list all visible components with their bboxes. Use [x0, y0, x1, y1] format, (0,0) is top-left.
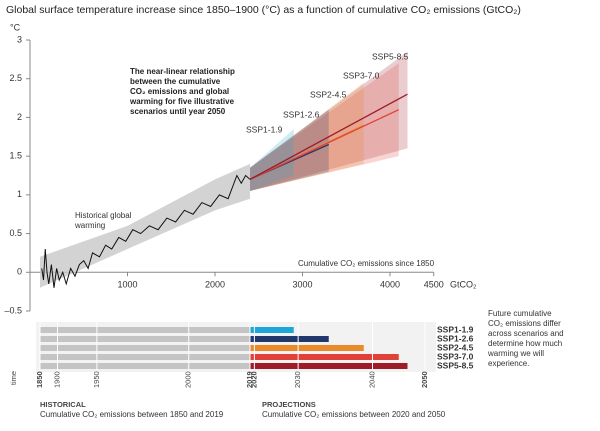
scenario-label: SSP1-1.9	[246, 124, 283, 134]
historical-caption: Cumulative CO₂ emissions between 1850 an…	[40, 410, 224, 419]
historical-range	[40, 163, 250, 288]
historical-bar	[40, 327, 250, 333]
projections-heading: PROJECTIONS	[262, 400, 316, 409]
scenario-label: SSP1-2.6	[283, 109, 320, 119]
legend-label: SSP1-1.9	[437, 324, 474, 334]
side-note: across scenarios and	[488, 329, 564, 338]
scenario-range	[250, 129, 294, 191]
chart-title: Global surface temperature increase sinc…	[6, 4, 521, 16]
historical-bar	[40, 354, 250, 360]
legend-label: SSP3-7.0	[437, 351, 474, 361]
scenario-label: SSP2-4.5	[310, 89, 347, 99]
legend-label: SSP5-8.5	[437, 360, 474, 370]
time-label: time	[9, 371, 18, 385]
timeline-year: 2020	[249, 371, 258, 388]
annotation: The near-linear relationship	[130, 67, 235, 76]
historical-label: warming	[74, 221, 105, 230]
y-axis-label: °C	[10, 22, 21, 32]
projection-bar	[250, 345, 364, 351]
annotation: scenarios until year 2050	[130, 107, 226, 116]
timeline-year: 2030	[293, 371, 302, 388]
y-tick-label: 2.5	[9, 73, 22, 83]
side-note: warming we will	[487, 349, 544, 358]
historical-heading: HISTORICAL	[40, 400, 86, 409]
x-tick-label: 4500	[424, 280, 444, 290]
scenario-line	[249, 93, 408, 180]
timeline-year: 2000	[184, 371, 193, 388]
annotation: CO₂ emissions and global	[130, 87, 229, 96]
historical-bar	[40, 336, 250, 342]
historical-bar	[40, 363, 250, 369]
projection-bar	[250, 354, 399, 360]
scenario-label: SSP5-8.5	[372, 51, 409, 61]
y-tick-label: 1	[17, 189, 22, 199]
y-tick-label: 3	[17, 34, 22, 44]
y-tick-label: 1.5	[9, 151, 22, 161]
y-tick-label: 2	[17, 112, 22, 122]
legend-label: SSP2-4.5	[437, 342, 474, 352]
projection-bar	[250, 363, 408, 369]
timeline-year: 2019	[245, 371, 254, 388]
y-tick-label: 0.5	[9, 228, 22, 238]
timeline-year: 1950	[92, 371, 101, 388]
side-note: CO₂ emissions differ	[488, 319, 561, 328]
historical-line	[41, 174, 251, 288]
timeline-year: 1900	[52, 371, 61, 388]
historical-label: Historical global	[75, 211, 132, 220]
projections-caption: Cumulative CO₂ emissions between 2020 an…	[262, 410, 446, 419]
x-tick-label: 1000	[117, 280, 137, 290]
side-note: experience.	[488, 359, 529, 368]
timeline-year: 1850	[35, 371, 44, 388]
side-note: determine how much	[488, 339, 562, 348]
scenario-label: SSP3-7.0	[343, 70, 380, 80]
x-tick-label: 2000	[205, 280, 225, 290]
projection-bar	[250, 327, 294, 333]
historical-bar	[40, 345, 250, 351]
scenario-range	[250, 51, 408, 191]
projection-bar	[250, 336, 329, 342]
x-tick-label: 4000	[380, 280, 400, 290]
x-tick-label: 3000	[292, 280, 312, 290]
annotation: between the cumulative	[130, 77, 221, 86]
y-tick-label: 0	[17, 267, 22, 277]
x-axis-unit: GtCO₂	[450, 279, 477, 289]
side-note: Future cumulative	[488, 309, 552, 318]
annotation: warming for five illustrative	[129, 97, 235, 106]
x-axis-label: Cumulative CO₂ emissions since 1850	[298, 259, 435, 268]
y-tick-label: –0.5	[4, 305, 22, 315]
scenario-line	[249, 109, 400, 180]
timeline-year: 2050	[420, 371, 429, 388]
timeline-year: 2040	[367, 371, 376, 388]
legend-label: SSP1-2.6	[437, 333, 474, 343]
